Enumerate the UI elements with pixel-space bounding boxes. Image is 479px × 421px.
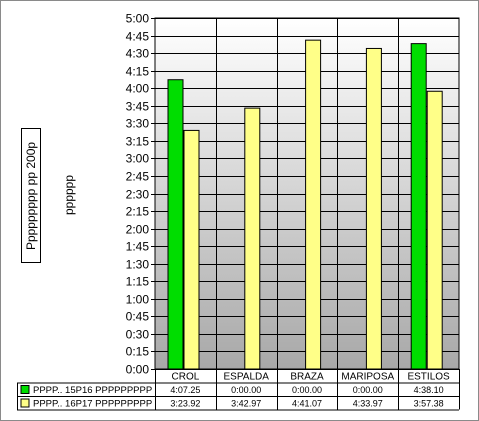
category-label: CROL	[172, 372, 200, 383]
bar	[245, 108, 260, 369]
y-tick-label: 3:45	[126, 100, 150, 114]
bar	[168, 80, 183, 369]
y-tick-label: 2:00	[126, 223, 150, 237]
y-tick-label: 3:15	[126, 135, 150, 149]
y-tick-label: 0:30	[126, 328, 150, 342]
data-value-label: 4:38.10	[414, 385, 444, 395]
bar	[306, 40, 321, 369]
y-tick-label: 0:00	[126, 363, 150, 377]
y-tick-label: 0:45	[126, 310, 150, 324]
legend-swatch	[21, 399, 29, 407]
y-tick-label: 1:00	[126, 293, 150, 307]
data-value-label: 4:41.07	[292, 399, 322, 409]
category-label: ESPALDA	[224, 372, 270, 383]
legend-swatch	[21, 386, 29, 394]
data-value-label: 3:23.92	[170, 399, 200, 409]
y-tick-label: 2:30	[126, 188, 150, 202]
category-label: BRAZA	[290, 372, 324, 383]
data-value-label: 0:00.00	[231, 385, 261, 395]
data-value-label: 3:42.97	[231, 399, 261, 409]
y-tick-label: 2:45	[126, 170, 150, 184]
bar	[366, 48, 381, 369]
y-tick-label: 4:30	[126, 47, 150, 61]
y-tick-label: 1:15	[126, 275, 150, 289]
y-tick-label: 3:30	[126, 117, 150, 131]
data-value-label: 4:33.97	[353, 399, 383, 409]
y-tick-label: 3:00	[126, 152, 150, 166]
y-tick-labels: 0:00 0:15 0:30 0:45 1:00 1:15 1:30 1:45 2:00 2:15…	[126, 12, 150, 377]
y-tick-label: 4:00	[126, 82, 150, 96]
y-tick-label: 1:30	[126, 258, 150, 272]
data-table: CROL ESPALDA BRAZA MARIPOSA ESTILOS PPPP.. 15…	[17, 369, 460, 410]
legend-entry: PPPP.. 16P17 PPPPPPPPP	[33, 399, 152, 410]
y-tick-label: 4:45	[126, 30, 150, 44]
y-tick-label: 4:15	[126, 65, 150, 79]
legend-entry: PPPP.. 15P16 PPPPPPPPP	[33, 385, 152, 396]
bar	[184, 130, 199, 369]
category-label: MARIPOSA	[341, 372, 394, 383]
bar	[411, 44, 426, 369]
data-value-label: 4:07.25	[170, 385, 200, 395]
data-value-label: 0:00.00	[292, 385, 322, 395]
data-value-label: 0:00.00	[353, 385, 383, 395]
y-tick-label: 5:00	[126, 12, 150, 26]
bar	[427, 91, 442, 369]
category-label: ESTILOS	[407, 372, 450, 383]
y-tick-label: 0:15	[126, 345, 150, 359]
y-tick-label: 1:45	[126, 240, 150, 254]
data-value-label: 3:57.38	[414, 399, 444, 409]
y-tick-label: 2:15	[126, 205, 150, 219]
